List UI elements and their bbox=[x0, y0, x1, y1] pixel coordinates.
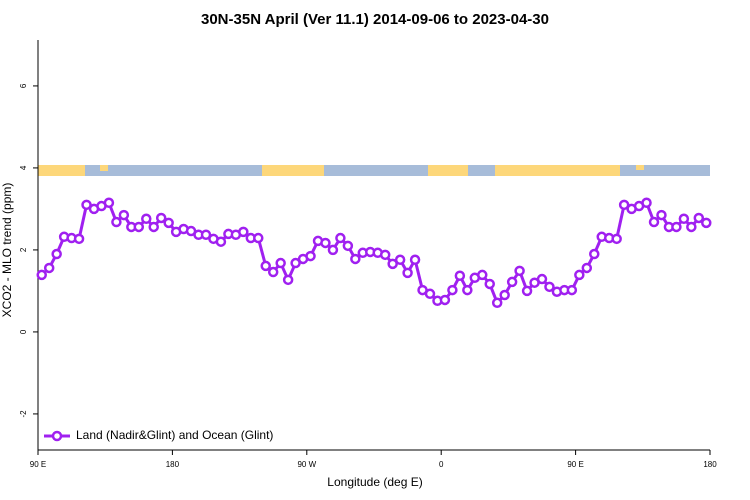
data-point bbox=[148, 221, 159, 233]
data-point bbox=[424, 288, 436, 300]
legend-marker bbox=[51, 430, 63, 442]
land-band bbox=[495, 165, 620, 176]
data-point bbox=[81, 199, 92, 211]
data-point bbox=[521, 285, 533, 297]
data-point bbox=[566, 284, 578, 296]
data-point bbox=[43, 262, 55, 274]
data-point bbox=[118, 209, 130, 221]
data-point bbox=[238, 226, 249, 238]
data-point bbox=[589, 248, 600, 260]
chart-title: 30N-35N April (Ver 11.1) 2014-09-06 to 2… bbox=[201, 11, 549, 28]
data-point bbox=[253, 232, 264, 244]
land-band bbox=[100, 165, 108, 171]
data-point bbox=[648, 216, 660, 228]
data-point bbox=[514, 265, 525, 277]
ocean-band bbox=[38, 165, 710, 176]
data-point bbox=[394, 254, 406, 266]
land-band bbox=[428, 165, 468, 176]
data-point bbox=[581, 262, 593, 274]
data-point bbox=[200, 229, 212, 240]
data-point bbox=[103, 197, 115, 209]
x-tick-label: 0 bbox=[439, 460, 444, 469]
data-point bbox=[641, 197, 652, 209]
y-tick-label: 2 bbox=[19, 247, 28, 252]
data-point bbox=[454, 270, 466, 281]
data-point bbox=[477, 269, 488, 281]
data-point bbox=[141, 213, 152, 225]
data-point bbox=[701, 217, 712, 229]
data-point bbox=[462, 284, 473, 296]
x-tick-label: 90 E bbox=[567, 460, 583, 469]
data-point bbox=[671, 221, 682, 233]
data-point bbox=[499, 289, 510, 301]
y-axis-label: XCO2 - MLO trend (ppm) bbox=[0, 183, 14, 318]
data-point bbox=[656, 209, 667, 221]
data-point bbox=[618, 199, 630, 211]
data-point bbox=[73, 233, 85, 245]
data-point bbox=[133, 221, 145, 233]
y-tick-label: 0 bbox=[19, 329, 28, 334]
data-point bbox=[379, 249, 391, 261]
land-band bbox=[38, 165, 85, 176]
data-point bbox=[491, 297, 503, 309]
y-tick-label: -2 bbox=[19, 410, 28, 418]
data-point bbox=[305, 250, 316, 262]
land-ocean-mask bbox=[38, 165, 710, 176]
data-point bbox=[574, 269, 585, 281]
data-point bbox=[327, 244, 339, 256]
land-band bbox=[636, 165, 644, 170]
data-point bbox=[111, 216, 122, 228]
data-point bbox=[163, 217, 174, 229]
x-tick-label: 90 W bbox=[297, 460, 316, 469]
data-point bbox=[402, 267, 413, 279]
data-point bbox=[506, 276, 518, 288]
data-point bbox=[350, 253, 361, 265]
x-tick-label: 180 bbox=[703, 460, 717, 469]
data-point bbox=[387, 258, 398, 270]
data-point bbox=[342, 240, 354, 252]
data-point bbox=[484, 278, 495, 290]
data-point bbox=[260, 260, 271, 272]
data-point bbox=[439, 294, 451, 306]
x-tick-label: 90 E bbox=[30, 460, 46, 469]
data-point bbox=[409, 254, 421, 266]
x-axis-label: Longitude (deg E) bbox=[327, 475, 422, 489]
data-point bbox=[536, 273, 548, 285]
legend-label: Land (Nadir&Glint) and Ocean (Glint) bbox=[76, 428, 273, 442]
data-point bbox=[51, 248, 62, 260]
data-point bbox=[335, 232, 346, 244]
data-point bbox=[282, 274, 294, 286]
data-point bbox=[544, 281, 555, 293]
land-band bbox=[262, 165, 324, 176]
y-tick-label: 6 bbox=[19, 83, 28, 88]
data-point bbox=[275, 257, 286, 269]
data-point bbox=[447, 284, 458, 296]
data-point bbox=[611, 233, 622, 245]
y-tick-label: 4 bbox=[19, 165, 28, 170]
data-point bbox=[267, 266, 279, 278]
data-point bbox=[215, 236, 227, 247]
data-point bbox=[686, 221, 697, 233]
data-point bbox=[678, 213, 690, 225]
data-point bbox=[693, 212, 705, 224]
data-point bbox=[36, 269, 47, 281]
data-point bbox=[290, 257, 301, 269]
data-point bbox=[155, 212, 167, 224]
data-point bbox=[320, 237, 331, 249]
x-tick-label: 180 bbox=[166, 460, 180, 469]
